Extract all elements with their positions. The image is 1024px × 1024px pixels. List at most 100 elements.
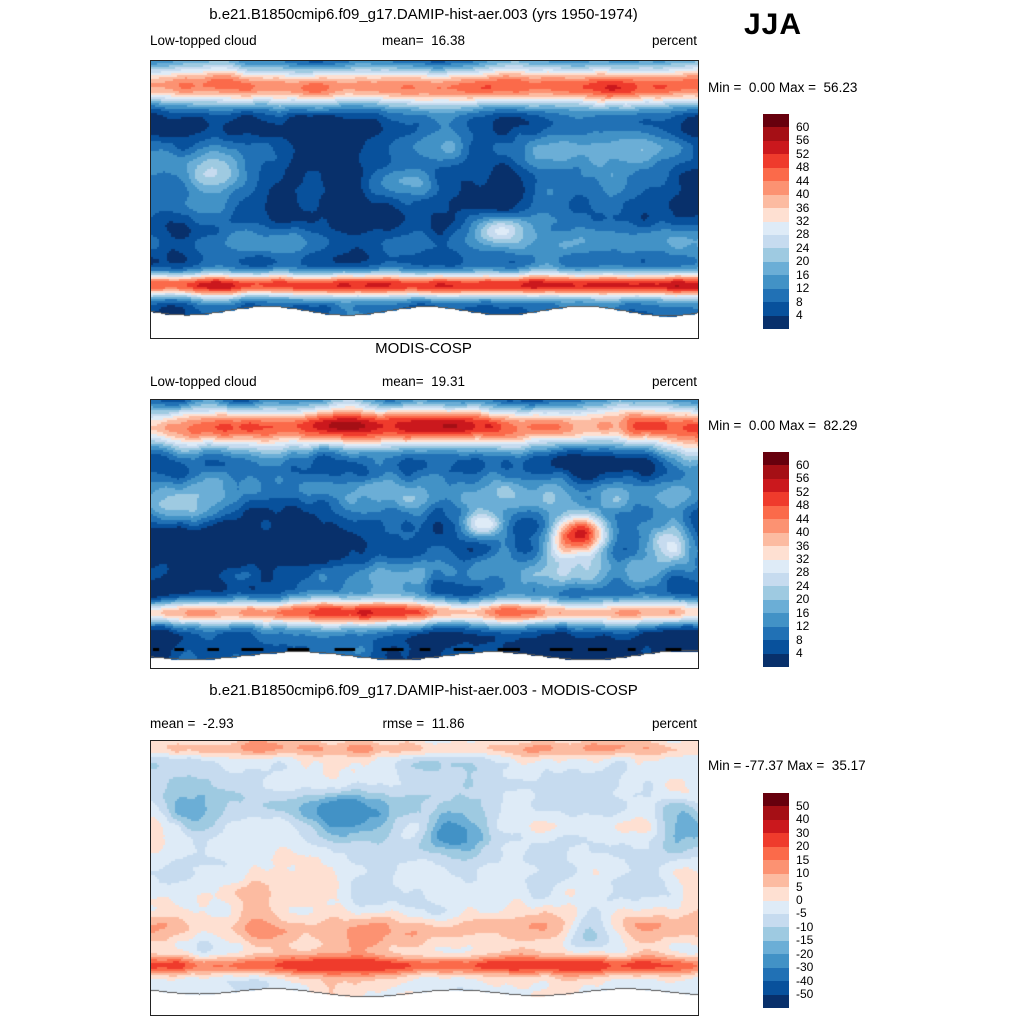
panel2-stats-row: Low-topped cloud mean= 19.31 percent [150,374,697,389]
panel1-stats-row: Low-topped cloud mean= 16.38 percent [150,33,697,48]
colorbar-tick-label: 24 [796,578,810,593]
colorbar-tick-label: 48 [796,498,810,513]
colorbar-cell [763,653,789,667]
colorbar-cell [763,626,789,641]
colorbar-tick-label: 44 [796,511,810,526]
panel3-rmse-label: rmse = 11.86 [382,716,465,731]
colorbar-tick-label: 52 [796,146,810,161]
colorbar-cell [763,599,789,614]
colorbar-cell [763,940,789,955]
colorbar-tick-label: -15 [796,933,814,948]
colorbar-tick-label: 56 [796,471,810,486]
colorbar-tick-label: 8 [796,632,803,647]
colorbar-cell [763,154,789,168]
colorbar-cell [763,846,789,861]
colorbar-tick-label: 0 [796,893,803,907]
panel2-title: MODIS-COSP [375,340,472,357]
colorbar-cell [763,913,789,928]
colorbar-tick-label: 60 [796,119,810,134]
colorbar-tick-label: -40 [796,973,814,988]
colorbar-tick-label: 32 [796,552,810,566]
colorbar-cell [763,613,789,627]
colorbar-cell [763,546,789,560]
colorbar-tick-label: 12 [796,281,810,296]
colorbar-tick-label: 48 [796,160,810,175]
colorbar-tick-label: 20 [796,254,810,269]
colorbar-cell [763,532,789,547]
colorbar-cell [763,114,789,128]
colorbar-tick-label: -30 [796,960,814,975]
colorbar-cell [763,954,789,968]
panel1-colorbar: 60 56 52 48 44 40 36 32 28 24 20 16 12 8 4 [763,114,809,329]
colorbar-tick-label: 12 [796,619,810,634]
season-label: JJA [744,8,803,41]
panel3-stats-row: mean = -2.93 rmse = 11.86 percent [150,716,697,731]
colorbar-cell [763,994,789,1008]
panel3-mean-label: mean = -2.93 [150,716,234,731]
colorbar-tick-label: 40 [796,525,810,540]
colorbar-tick-label: 15 [796,852,810,867]
panel2-minmax-label: Min = 0.00 Max = 82.29 [708,418,858,433]
colorbar-cell [763,572,789,587]
panel1-minmax-label: Min = 0.00 Max = 56.23 [708,80,858,95]
panel1-units-label: percent [651,33,697,48]
colorbar-tick-label: -10 [796,919,814,934]
colorbar-cell [763,465,789,479]
colorbar-tick-label: 5 [796,879,803,894]
colorbar-cell [763,887,789,901]
colorbar-cell [763,873,789,888]
colorbar-tick-label: 30 [796,825,810,840]
colorbar-tick-label: -50 [796,987,814,1002]
colorbar-tick-label: 28 [796,565,810,580]
colorbar-cell [763,140,789,155]
colorbar-cell [763,181,789,195]
colorbar-cell [763,927,789,941]
panel3-colorbar: 50 40 30 20 15 10 5 0 -5 -10 -15 -20 -30 -40 -50 [763,793,813,1008]
panel2-map [150,399,699,669]
colorbar-tick-label: 32 [796,214,810,228]
colorbar-cell [763,860,789,874]
colorbar-cell [763,208,789,222]
colorbar-cell [763,194,789,209]
colorbar-cell [763,315,789,329]
colorbar-tick-label: 60 [796,457,810,472]
colorbar-cell [763,833,789,847]
colorbar-tick-label: 40 [796,812,810,827]
colorbar-cell [763,967,789,982]
colorbar-cell [763,806,789,820]
colorbar-tick-label: 52 [796,484,810,499]
panel1-title: b.e21.B1850cmip6.f09_g17.DAMIP-hist-aer.… [209,6,638,23]
colorbar-tick-label: 20 [796,839,810,854]
panel2-mean-label: mean= 19.31 [382,374,465,389]
colorbar-cell [763,492,789,506]
colorbar-tick-label: 4 [796,646,803,661]
colorbar-cell [763,793,789,807]
colorbar-tick-label: 56 [796,133,810,148]
colorbar-cell [763,221,789,235]
colorbar-cell [763,302,789,316]
colorbar-tick-label: 36 [796,200,810,215]
panel2-variable-label: Low-topped cloud [150,374,257,389]
colorbar-tick-label: 4 [796,308,803,323]
colorbar-tick-label: 24 [796,240,810,255]
colorbar-tick-label: 10 [796,866,810,881]
colorbar-cell [763,234,789,249]
colorbar-tick-label: 16 [796,267,810,282]
colorbar-cell [763,819,789,834]
panel3-units-label: percent [651,716,697,731]
colorbar-tick-label: 8 [796,294,803,309]
colorbar-tick-label: 36 [796,538,810,553]
panel2-colorbar: 60 56 52 48 44 40 36 32 28 24 20 16 12 8 4 [763,452,809,667]
colorbar-cell [763,288,789,303]
colorbar-tick-label: 28 [796,227,810,242]
colorbar-tick-label: 50 [796,798,810,813]
colorbar-cell [763,261,789,276]
colorbar-cell [763,478,789,493]
colorbar-tick-label: 44 [796,173,810,188]
panel3-minmax-label: Min = -77.37 Max = 35.17 [708,758,866,773]
colorbar-cell [763,586,789,600]
colorbar-tick-label: 40 [796,187,810,202]
colorbar-cell [763,248,789,262]
colorbar-cell [763,452,789,466]
